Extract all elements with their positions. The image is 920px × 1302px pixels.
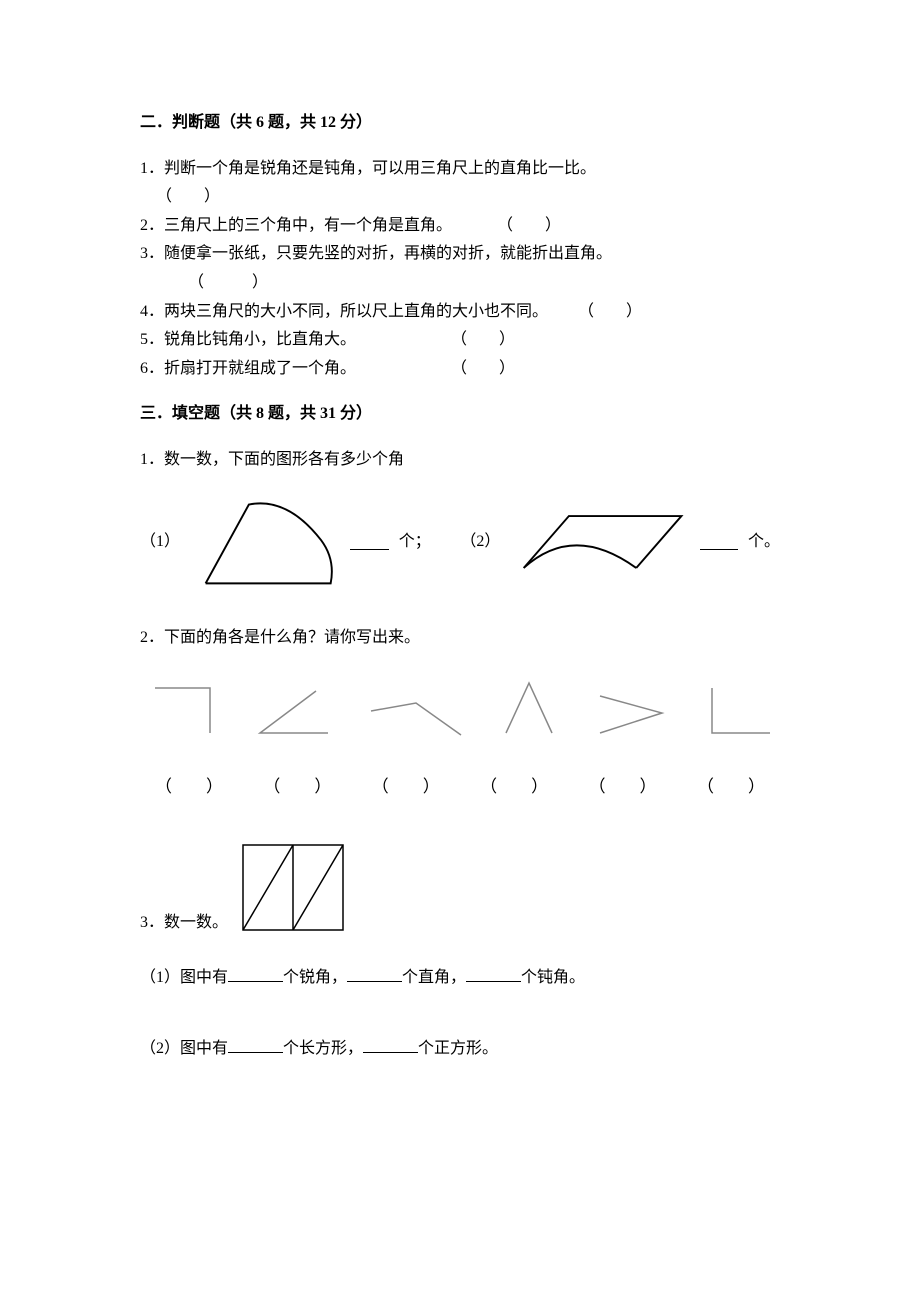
q3-text: 3．数一数。: [140, 910, 228, 936]
tf-item-5: 5．锐角比钝角小，比直角大。 （ ）: [140, 327, 780, 353]
blank: [363, 1037, 418, 1053]
q3-sub1-end: 个钝角。: [521, 969, 585, 986]
q1-blank-2: [700, 534, 738, 550]
q3-sub1-prefix: （1）图中有: [140, 969, 228, 986]
q1-figures-row: （1） 个； （2） 个。: [140, 495, 780, 590]
paren-6: （ ）: [697, 773, 765, 800]
q3-sub2: （2）图中有 个长方形， 个正方形。: [140, 1036, 780, 1062]
tf-paren: （ ）: [497, 217, 561, 234]
blank: [347, 966, 402, 982]
tf-text: 判断一个角是锐角还是钝角，可以用三角尺上的直角比一比。: [164, 160, 596, 177]
tf-num: 2．: [140, 217, 164, 234]
q3-row: 3．数一数。: [140, 840, 780, 935]
tf-text: 随便拿一张纸，只要先竖的对折，再横的对折，就能折出直角。: [164, 245, 612, 262]
angle-3: [366, 693, 466, 738]
tf-paren: （ ）: [578, 303, 642, 320]
paren-3: （ ）: [372, 773, 440, 800]
tf-num: 6．: [140, 360, 164, 377]
paren-1: （ ）: [155, 773, 223, 800]
angle-4: [494, 678, 564, 738]
blank: [466, 966, 521, 982]
q3-sub1: （1）图中有 个锐角， 个直角， 个钝角。: [140, 965, 780, 991]
tf-num: 5．: [140, 331, 164, 348]
q1-figure-2: [516, 507, 689, 577]
q1-sub2-label: （2）: [460, 529, 500, 555]
tf-num: 3．: [140, 245, 164, 262]
q2-text: 2．下面的角各是什么角？请你写出来。: [140, 625, 780, 651]
q3-figure: [238, 840, 348, 935]
tf-paren-1: （ ）: [156, 184, 780, 210]
q3-sub2-end: 个正方形。: [418, 1040, 498, 1057]
angle-1: [145, 683, 220, 738]
tf-text: 折扇打开就组成了一个角。: [164, 360, 356, 377]
q1-figure-1: [196, 495, 340, 590]
section-3-heading: 三．填空题（共 8 题，共 31 分）: [140, 401, 780, 427]
tf-paren: （ ）: [451, 331, 515, 348]
tf-num: 4．: [140, 303, 164, 320]
tf-num: 1．: [140, 160, 164, 177]
q2-paren-row: （ ） （ ） （ ） （ ） （ ） （ ）: [140, 773, 780, 800]
q1-unit-1: 个；: [399, 529, 431, 555]
blank: [228, 1037, 283, 1053]
blank: [228, 966, 283, 982]
q3-sub1-mid1: 个锐角，: [283, 969, 347, 986]
tf-item-4: 4．两块三角尺的大小不同，所以尺上直角的大小也不同。 （ ）: [140, 299, 780, 325]
q1-blank-1: [350, 534, 388, 550]
angle-2: [248, 683, 338, 738]
q1-unit-2: 个。: [748, 529, 780, 555]
paren-2: （ ）: [263, 773, 331, 800]
tf-text: 两块三角尺的大小不同，所以尺上直角的大小也不同。: [164, 303, 548, 320]
true-false-group: 1．判断一个角是锐角还是钝角，可以用三角尺上的直角比一比。 （ ） 2．三角尺上…: [140, 156, 780, 382]
tf-text: 三角尺上的三个角中，有一个角是直角。: [164, 217, 452, 234]
q3-sub2-mid: 个长方形，: [283, 1040, 363, 1057]
angle-5: [592, 688, 672, 738]
section-2-heading: 二．判断题（共 6 题，共 12 分）: [140, 110, 780, 136]
q3-sub1-mid2: 个直角，: [402, 969, 466, 986]
q1-sub1-label: （1）: [140, 529, 180, 555]
paren-4: （ ）: [480, 773, 548, 800]
tf-item-2: 2．三角尺上的三个角中，有一个角是直角。 （ ）: [140, 213, 780, 239]
tf-paren-3: （ ）: [188, 270, 780, 296]
tf-item-6: 6．折扇打开就组成了一个角。 （ ）: [140, 356, 780, 382]
tf-item-1: 1．判断一个角是锐角还是钝角，可以用三角尺上的直角比一比。: [140, 156, 780, 182]
q1-text: 1．数一数，下面的图形各有多少个角: [140, 447, 780, 473]
tf-paren: （ ）: [451, 360, 515, 377]
angle-6: [700, 683, 775, 738]
tf-text: 锐角比钝角小，比直角大。: [164, 331, 356, 348]
q2-angles-row: [140, 678, 780, 738]
q3-sub2-prefix: （2）图中有: [140, 1040, 228, 1057]
paren-5: （ ）: [589, 773, 657, 800]
tf-item-3: 3．随便拿一张纸，只要先竖的对折，再横的对折，就能折出直角。: [140, 241, 780, 267]
